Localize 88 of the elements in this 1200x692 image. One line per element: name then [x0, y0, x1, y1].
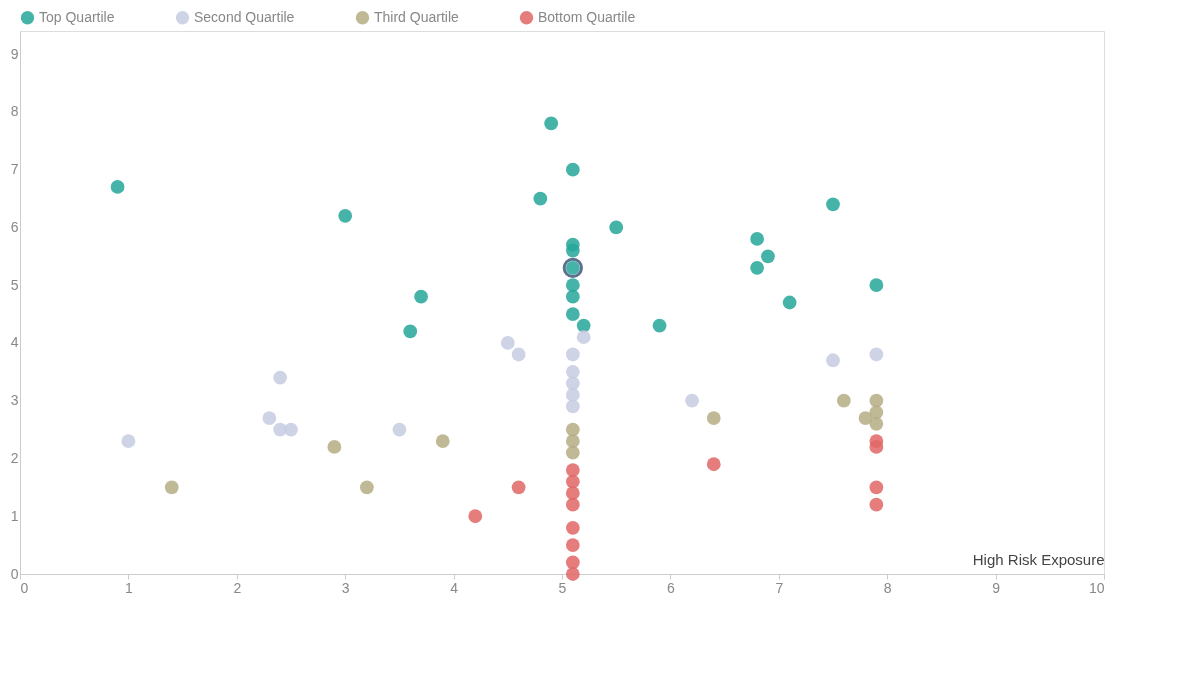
point: [338, 208, 353, 223]
point: [869, 393, 884, 408]
point: [511, 480, 526, 495]
point: [706, 457, 721, 472]
y-tick-label: 9: [10, 45, 19, 62]
point: [284, 422, 298, 437]
point: [121, 434, 136, 449]
y-tick-label: 0: [10, 565, 19, 582]
point: [869, 405, 884, 420]
y-tick-label: 1: [10, 507, 19, 524]
point: [565, 474, 580, 489]
point: [565, 388, 580, 402]
point: [869, 347, 884, 362]
point: [869, 497, 884, 512]
x-tick-label: 10: [1088, 579, 1105, 596]
point: [565, 289, 580, 304]
point: [858, 411, 873, 425]
y-tick-label: 4: [10, 334, 19, 351]
x-tick-label: 3: [341, 579, 350, 596]
point: [468, 509, 483, 524]
point: [565, 278, 580, 293]
x-tick-label: 5: [558, 579, 567, 596]
point: [403, 324, 418, 339]
y-tick-label: 2: [10, 449, 19, 466]
point: [565, 445, 580, 460]
point: [869, 480, 884, 495]
legend-label: Third Quartile: [374, 8, 460, 25]
point: [761, 249, 775, 264]
point: [869, 440, 884, 454]
y-tick-label: 6: [10, 218, 19, 235]
x-tick-label: 9: [992, 579, 1001, 596]
x-tick-label: 7: [775, 579, 784, 596]
point: [544, 116, 559, 131]
x-tick-label: 4: [450, 579, 459, 596]
point: [826, 197, 840, 212]
point: [565, 497, 580, 512]
point: [565, 376, 580, 391]
point: [565, 243, 580, 258]
point: [576, 318, 591, 333]
point: [750, 260, 765, 275]
point: [511, 347, 526, 362]
point: [609, 220, 624, 235]
y-tick-label: 5: [10, 276, 19, 293]
point: [685, 393, 699, 408]
point: [869, 416, 884, 431]
x-tick-label: 2: [233, 579, 242, 596]
point: [565, 434, 580, 449]
point: [414, 289, 428, 304]
point: [262, 411, 277, 425]
y-tick-label: 7: [10, 161, 19, 178]
point: [826, 353, 840, 368]
point: [565, 364, 580, 379]
point: [652, 318, 667, 333]
x-tick-label: 6: [667, 579, 675, 596]
point: [565, 463, 580, 477]
y-tick-label: 8: [10, 103, 19, 120]
point: [782, 295, 797, 310]
point: [750, 232, 765, 246]
point: [533, 191, 548, 206]
point: [500, 336, 515, 350]
point: [565, 422, 580, 437]
y-tick-label: 3: [10, 392, 19, 409]
point: [565, 555, 580, 570]
point: [327, 440, 342, 454]
point: [836, 393, 851, 408]
point: [565, 520, 580, 535]
x-tick-label: 1: [125, 579, 133, 596]
point: [565, 538, 580, 552]
point: [164, 480, 179, 495]
x-tick-label: 8: [883, 579, 892, 596]
point: [392, 422, 407, 437]
point: [565, 486, 580, 501]
point: [565, 162, 580, 177]
legend-label: Bottom Quartile: [538, 8, 636, 25]
point: [110, 180, 125, 194]
legend-label: Top Quartile: [39, 8, 115, 25]
point: [565, 567, 580, 581]
point: [706, 411, 721, 425]
point: [565, 399, 580, 414]
point: [869, 278, 884, 293]
point: [273, 370, 288, 385]
point: [576, 330, 591, 345]
x-axis-title: High Risk Exposure: [972, 550, 1105, 568]
point: [435, 434, 450, 449]
point: [565, 347, 580, 362]
legend-label: Second Quartile: [194, 8, 295, 25]
point: [359, 480, 374, 495]
point: [565, 307, 580, 321]
